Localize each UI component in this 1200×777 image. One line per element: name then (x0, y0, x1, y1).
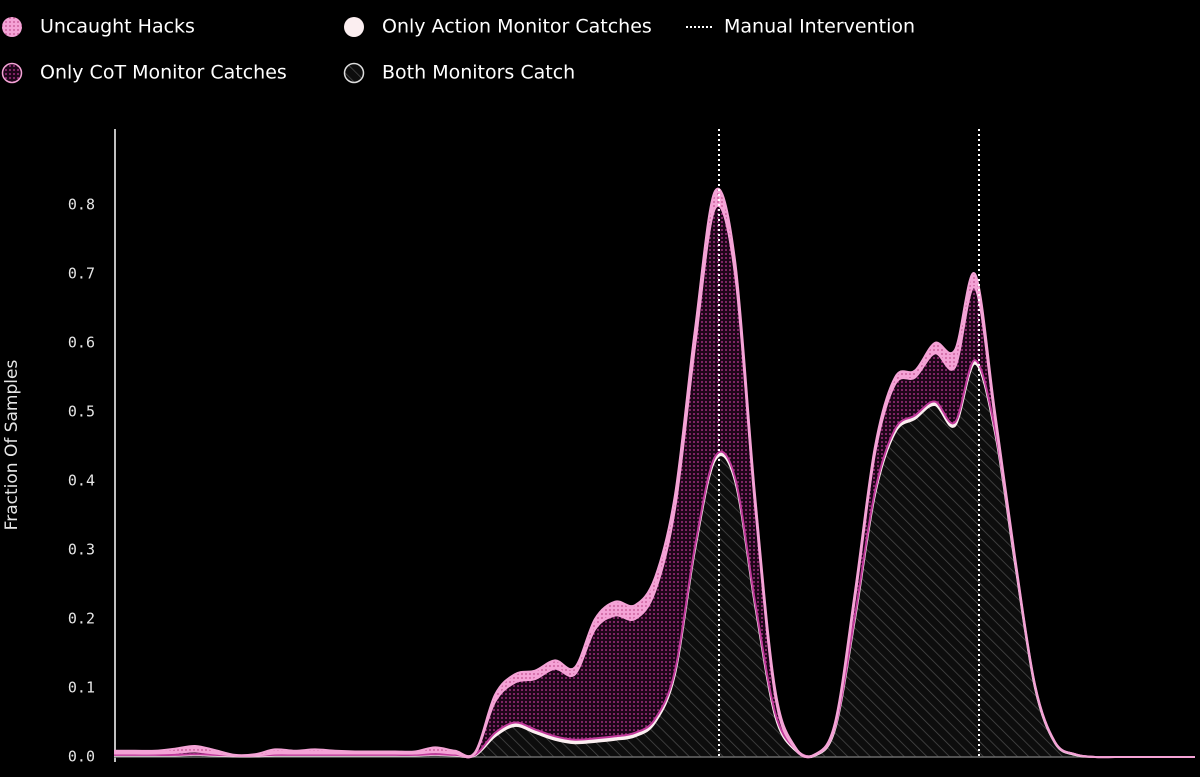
area (114, 187, 1195, 759)
legend-swatch (1, 62, 23, 84)
y-tick-label: 0.5 (68, 402, 95, 420)
legend-swatch (343, 62, 365, 84)
y-tick-label: 0.3 (68, 540, 95, 558)
y-tick-label: 0.0 (68, 748, 95, 766)
y-tick-label: 0.2 (68, 609, 95, 627)
y-tick-label: 0.1 (68, 678, 95, 696)
legend-swatch (344, 17, 364, 37)
legend-label: Only CoT Monitor Catches (40, 62, 287, 84)
y-tick-label: 0.6 (68, 333, 95, 351)
y-tick-label: 0.8 (68, 195, 95, 213)
legend-swatch (2, 17, 22, 37)
legend: Uncaught Hacks Only CoT Monitor Catches … (1, 16, 915, 84)
legend-label: Only Action Monitor Catches (382, 16, 652, 38)
y-axis-label: Fraction Of Samples (2, 360, 22, 531)
y-tick-label: 0.7 (68, 264, 95, 282)
y-tick-label: 0.4 (68, 471, 95, 489)
legend-label: Both Monitors Catch (382, 62, 575, 84)
legend-label: Uncaught Hacks (40, 16, 195, 38)
legend-label: Manual Intervention (724, 16, 915, 38)
